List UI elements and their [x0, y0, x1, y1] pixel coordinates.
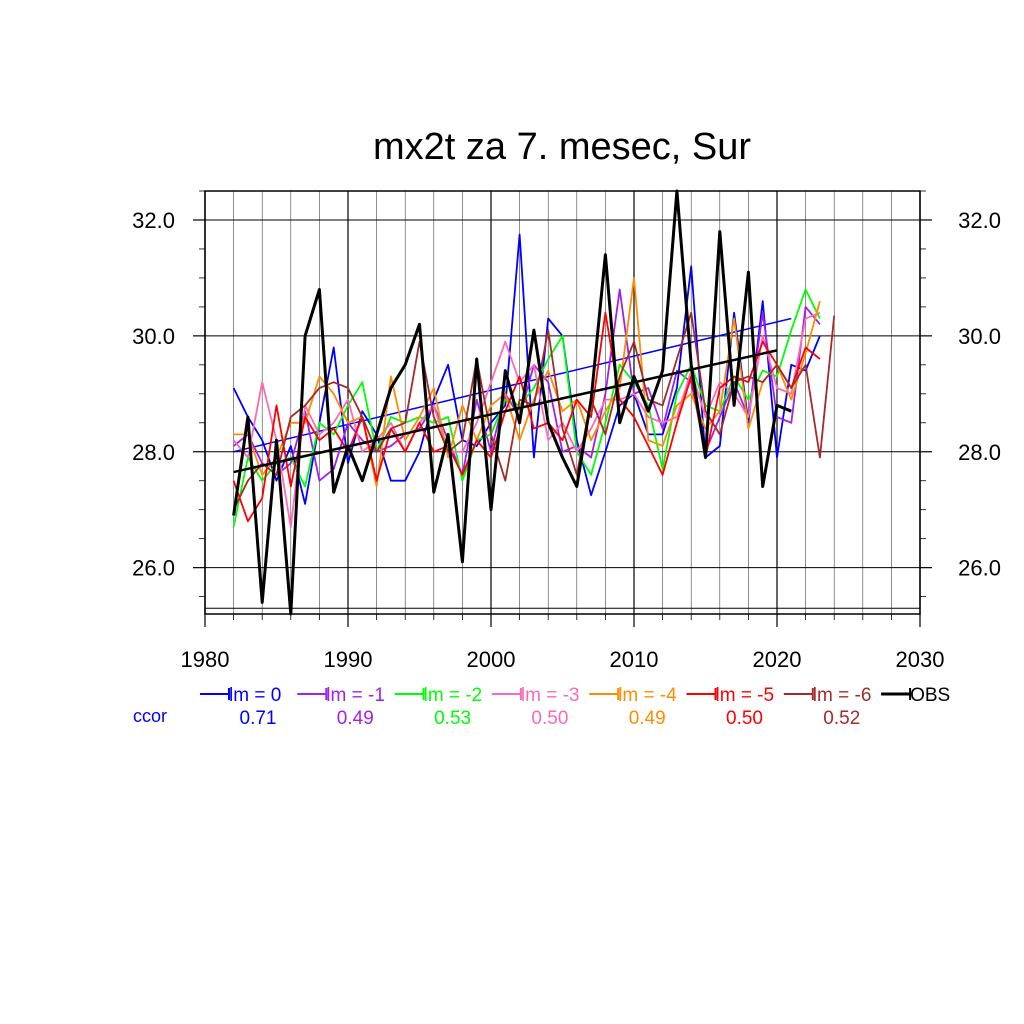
- legend-ccor-value: 0.50: [726, 708, 763, 729]
- legend-item-4: lm = -40.49: [589, 685, 677, 729]
- legend-item-5: lm = -50.50: [686, 685, 775, 729]
- legend-item-7: OBS: [881, 685, 950, 706]
- x-tick-label: 1990: [324, 647, 373, 672]
- x-tick-labels: 1980 1990 2000 2010 2020 2030: [181, 647, 945, 672]
- y-tick-label-right: 32.0: [958, 208, 1001, 233]
- x-tick-label: 2020: [753, 647, 802, 672]
- legend-ccor-value: 0.53: [434, 708, 471, 729]
- legend-ccor-value: 0.52: [823, 708, 860, 729]
- y-tick-label-right: 28.0: [958, 440, 1001, 465]
- series-line: [233, 276, 821, 488]
- legend-label: lm = -1: [326, 685, 385, 706]
- legend-label: lm = -2: [424, 685, 483, 706]
- series-7: [232, 189, 792, 616]
- legend-ccor-value: 0.71: [240, 708, 277, 729]
- series-layer: [232, 189, 836, 616]
- legend-label: OBS: [910, 685, 950, 706]
- series-line: [232, 189, 792, 616]
- legend-item-1: lm = -10.49: [297, 685, 385, 729]
- y-tick-label-right: 30.0: [958, 324, 1001, 349]
- legend-label: lm = 0: [229, 685, 281, 706]
- tick-marks: [193, 190, 932, 627]
- y-tick-label-left: 28.0: [132, 440, 175, 465]
- legend-ccor-value: 0.50: [531, 708, 568, 729]
- y-tick-label-right: 26.0: [958, 556, 1001, 581]
- series-2: [232, 288, 821, 528]
- chart-title: mx2t za 7. mesec, Sur: [373, 126, 751, 168]
- x-tick-label: 1980: [181, 647, 230, 672]
- x-tick-label: 2010: [610, 647, 659, 672]
- legend-item-2: lm = -20.53: [394, 685, 483, 729]
- legend-item-3: lm = -30.50: [491, 685, 580, 729]
- y-tick-labels: 26.0 26.0 28.0 28.0 30.0 30.0 32.0 32.0: [132, 208, 1001, 581]
- series-4: [233, 276, 821, 488]
- legend-item-0: lm = 00.71: [200, 685, 281, 729]
- legend-label: lm = -5: [716, 685, 775, 706]
- x-tick-label: 2000: [467, 647, 516, 672]
- series-line: [232, 288, 821, 528]
- legend-label: lm = -3: [521, 685, 580, 706]
- legend-label: lm = -4: [618, 685, 677, 706]
- y-tick-label-left: 32.0: [132, 208, 175, 233]
- y-tick-label-left: 26.0: [132, 556, 175, 581]
- legend-ccor-value: 0.49: [337, 708, 374, 729]
- legend-label: lm = -6: [813, 685, 872, 706]
- trend-line: [233, 349, 778, 474]
- y-tick-label-left: 30.0: [132, 324, 175, 349]
- ccor-label: ccor: [133, 706, 167, 726]
- legend-item-6: lm = -60.52: [783, 685, 872, 729]
- x-tick-label: 2030: [896, 647, 945, 672]
- legend-ccor-value: 0.49: [629, 708, 666, 729]
- plot-frame: [204, 190, 921, 615]
